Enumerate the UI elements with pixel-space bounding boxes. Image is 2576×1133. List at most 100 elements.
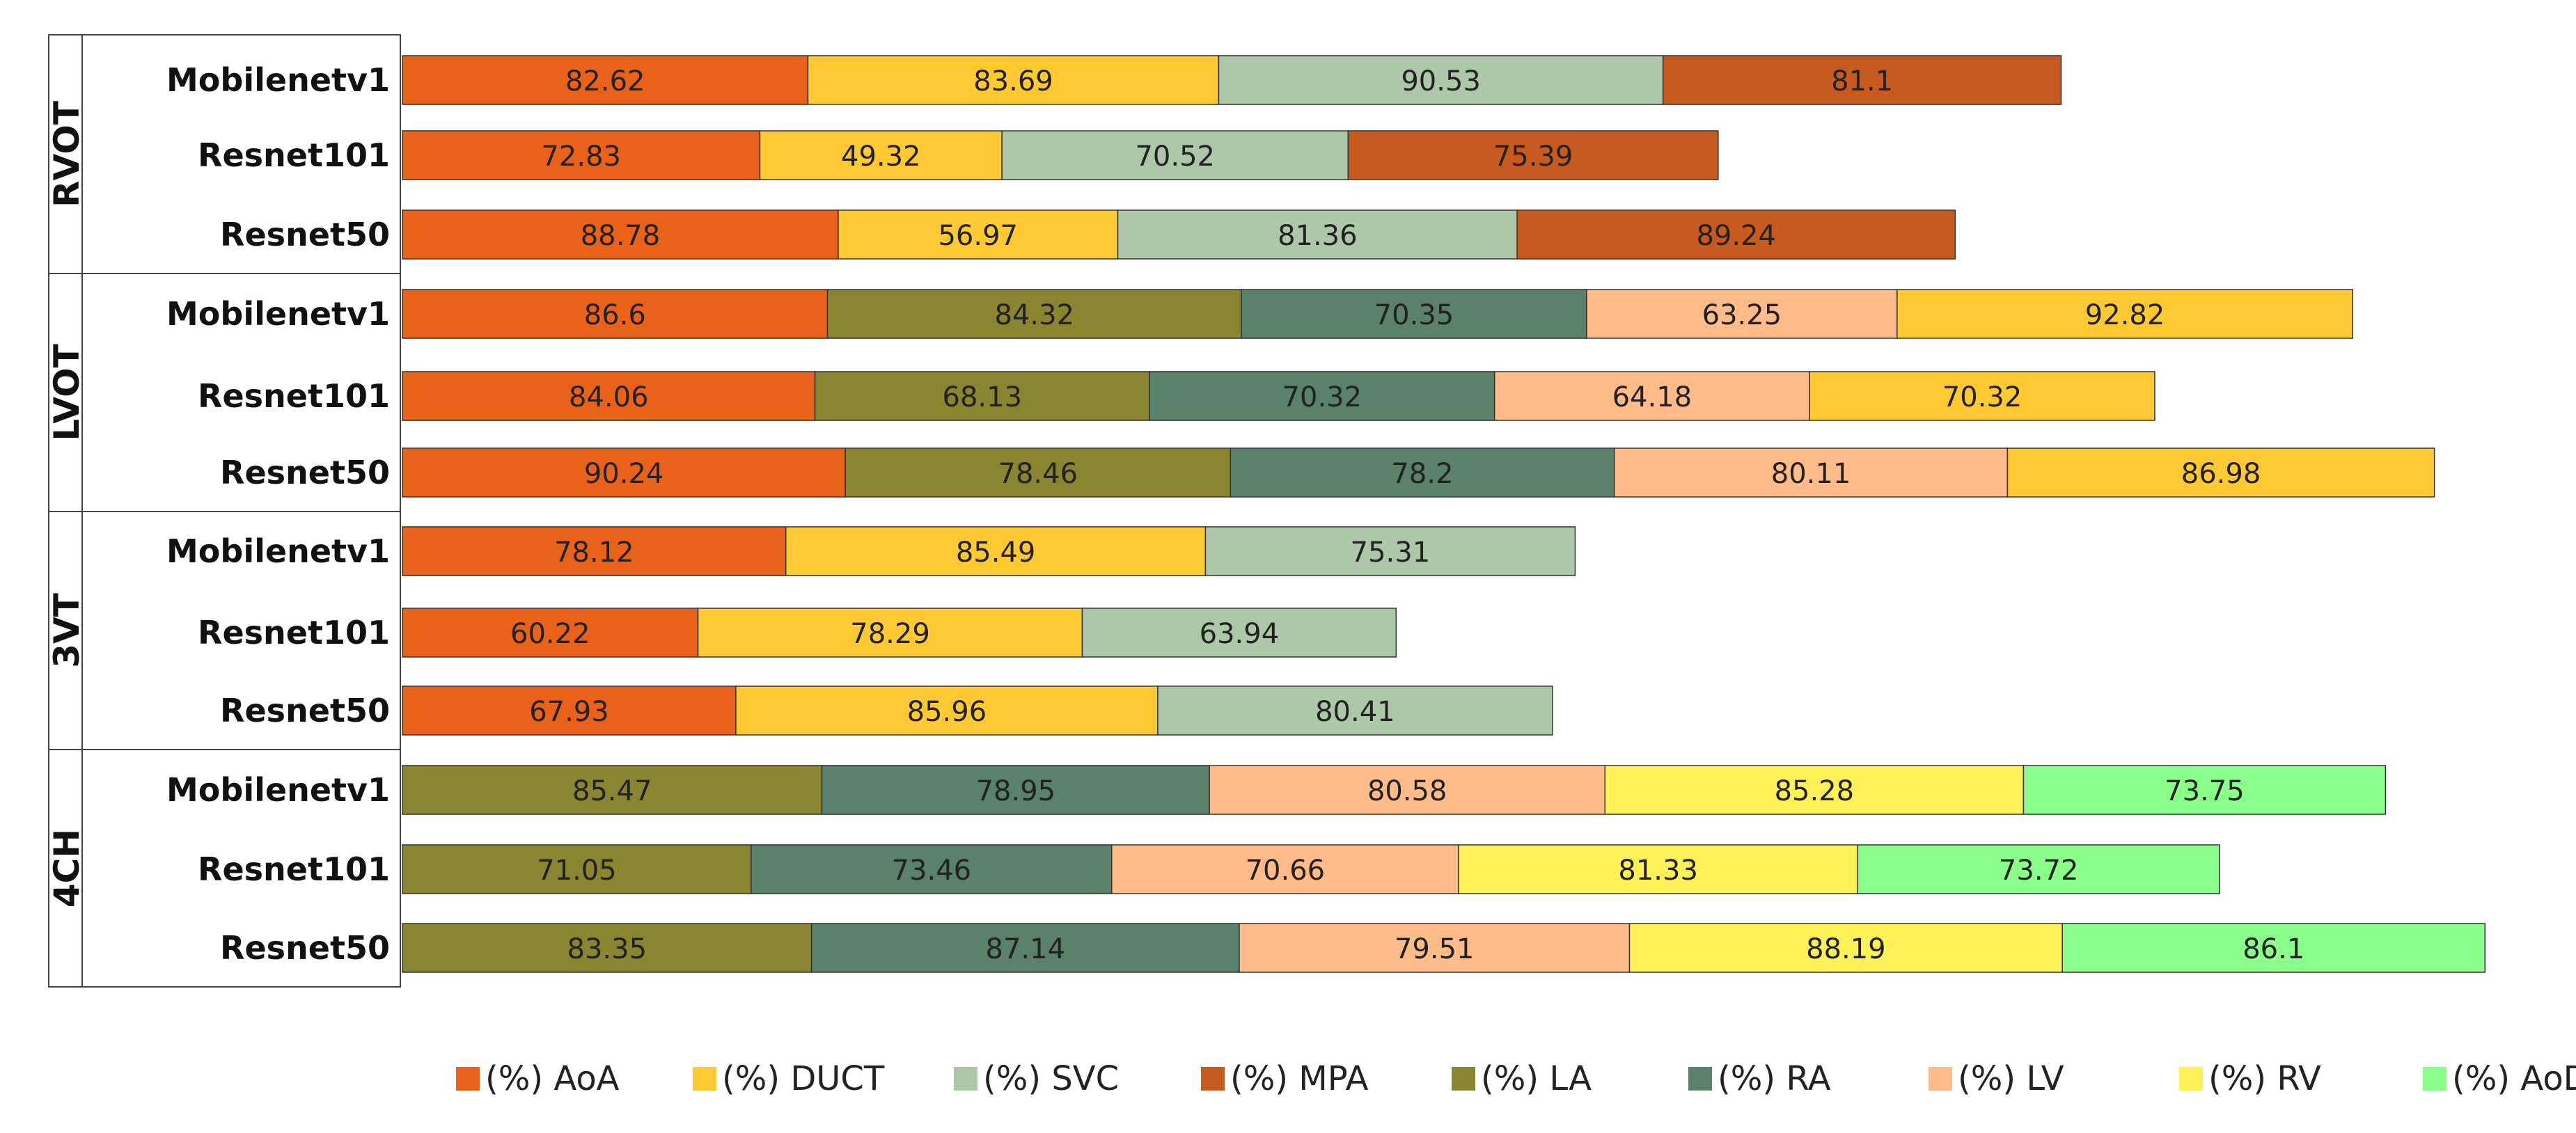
legend-swatch (954, 1067, 977, 1091)
data-label: 80.41 (1315, 696, 1395, 728)
bar-segment-la (826, 289, 1242, 339)
bar-segment-la (814, 371, 1150, 421)
legend-swatch (693, 1067, 716, 1091)
data-label: 73.46 (892, 855, 972, 887)
data-label: 80.11 (1771, 458, 1851, 490)
data-label: 70.35 (1374, 299, 1454, 331)
data-label: 84.06 (569, 381, 649, 413)
data-label: 75.31 (1351, 537, 1431, 569)
model-label: Mobilenetv1 (166, 295, 390, 333)
data-label: 86.6 (584, 299, 646, 331)
bar-segment-aoa (402, 608, 699, 658)
data-label: 88.78 (581, 220, 661, 252)
data-label: 70.32 (1282, 381, 1362, 413)
legend-label: (%) RA (1718, 1059, 1831, 1098)
model-label: Resnet50 (220, 454, 390, 491)
data-label: 89.24 (1696, 220, 1776, 252)
data-label: 78.2 (1391, 458, 1453, 490)
legend: (%) AoA (%) DUCT (%) SVC (%) MPA (%) LA (%) R… (456, 1059, 2576, 1098)
legend-label: (%) DUCT (722, 1059, 885, 1098)
legend-swatch (1452, 1067, 1475, 1091)
data-label: 70.32 (1942, 381, 2023, 413)
data-label: 86.98 (2181, 458, 2261, 490)
bar-segment-lv (1586, 289, 1898, 339)
bar-segment-aoa (402, 371, 816, 421)
group-label-4ch: 4CH (47, 829, 87, 908)
data-label: 70.66 (1246, 855, 1326, 887)
data-label: 87.14 (986, 933, 1066, 965)
data-label: 67.93 (529, 696, 609, 728)
group-label-lvot: LVOT (47, 344, 87, 441)
bar-segment-duct (838, 209, 1119, 260)
model-label: Resnet50 (220, 692, 390, 729)
bar-segment-la (845, 447, 1232, 498)
legend-swatch (456, 1067, 480, 1091)
bar-segment-ra (1149, 371, 1495, 421)
bar-segment-lv (1209, 765, 1605, 815)
group-label-rvot: RVOT (47, 101, 87, 207)
model-label: Mobilenetv1 (166, 61, 390, 99)
data-label: 83.69 (973, 65, 1053, 97)
data-label: 85.49 (956, 537, 1036, 569)
bar-segment-mpa (1347, 130, 1719, 180)
bar-segment-la (402, 923, 812, 973)
data-label: 79.51 (1395, 933, 1475, 965)
data-label: 86.1 (2243, 933, 2304, 965)
model-label: Resnet50 (220, 216, 390, 253)
legend-swatch (2179, 1067, 2203, 1091)
data-label: 90.53 (1401, 65, 1481, 97)
bar-segment-svc (1157, 686, 1553, 736)
data-label: 83.35 (567, 933, 647, 965)
data-label: 78.12 (554, 537, 634, 569)
bar-segment-svc (1081, 608, 1397, 658)
bar-segment-rv (1628, 923, 2063, 973)
bars-area: 82.62 83.69 90.53 81.1 72.83 49.32 70.52 75.39 8… (402, 55, 2485, 973)
data-label: 75.39 (1493, 141, 1573, 173)
bar-segment-duct (2006, 447, 2435, 498)
data-label: 49.32 (841, 141, 921, 173)
legend-label: (%) AoA (485, 1059, 620, 1098)
data-label: 78.46 (998, 458, 1078, 490)
bar-segment-la (402, 765, 823, 815)
legend-swatch (1201, 1067, 1225, 1091)
legend-label: (%) MPA (1230, 1059, 1369, 1098)
bar-segment-svc (1001, 130, 1349, 180)
model-label: Resnet101 (198, 614, 390, 651)
bar-segment-lv (1493, 371, 1810, 421)
bar-segment-aoa (402, 130, 761, 180)
data-label: 72.83 (541, 141, 621, 173)
bar-segment-svc (1117, 209, 1518, 260)
bar-segment-mpa (1662, 55, 2062, 105)
bar-segment-ra (751, 844, 1113, 894)
data-label: 92.82 (2085, 299, 2165, 331)
model-label: Resnet101 (198, 377, 390, 415)
data-label: 90.24 (584, 458, 664, 490)
data-label: 78.95 (976, 775, 1056, 807)
data-label: 78.29 (850, 618, 930, 650)
data-label: 60.22 (510, 618, 590, 650)
bar-segment-aoa (402, 209, 839, 260)
bar-segment-aoa (402, 526, 787, 576)
legend-label: (%) LV (1958, 1059, 2064, 1098)
model-label: Mobilenetv1 (166, 771, 390, 809)
bar-segment-lv (1613, 447, 2009, 498)
bar-segment-duct (785, 526, 1207, 576)
bar-segment-aod (1857, 844, 2220, 894)
data-label: 63.25 (1702, 299, 1782, 331)
data-label: 82.62 (565, 65, 645, 97)
bar-segment-aoa (402, 686, 737, 736)
data-label: 84.32 (995, 299, 1075, 331)
legend-swatch (2423, 1067, 2447, 1091)
legend-label: (%) SVC (983, 1059, 1119, 1098)
row-label-panel: RVOT Mobilenetv1 Resnet101 Resnet50 LVOT Mobi… (47, 34, 401, 988)
data-label: 73.72 (1999, 855, 2079, 887)
bar-segment-ra (810, 923, 1240, 973)
legend-swatch (1929, 1067, 1952, 1091)
bar-segment-duct (1809, 371, 2155, 421)
data-label: 64.18 (1612, 381, 1693, 413)
data-label: 81.33 (1618, 855, 1698, 887)
model-label: Resnet101 (198, 850, 390, 888)
data-label: 80.58 (1367, 775, 1447, 807)
data-label: 63.94 (1200, 618, 1280, 650)
bar-segment-duct (1896, 289, 2353, 339)
